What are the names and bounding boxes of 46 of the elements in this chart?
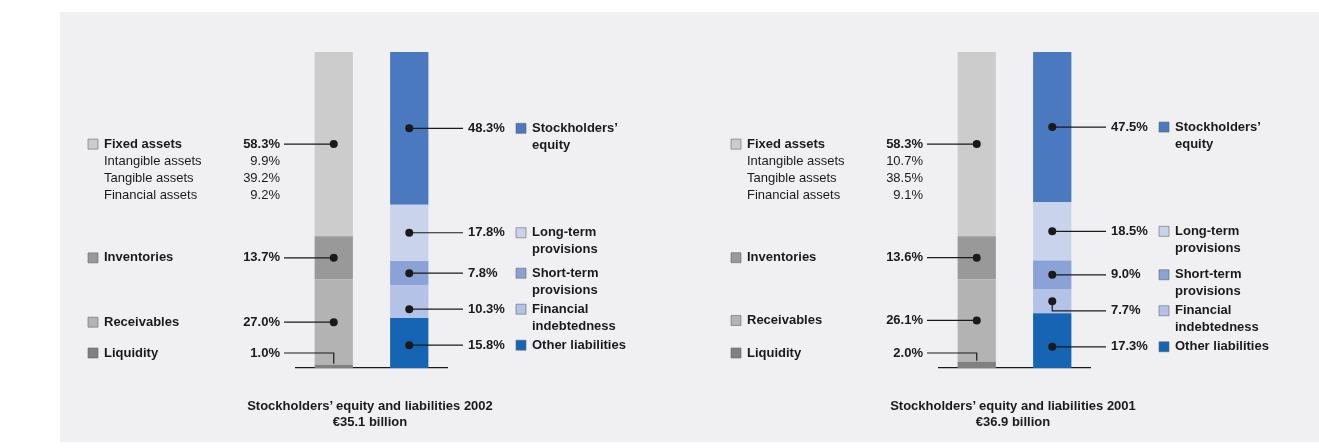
text: Stockholders’ equity and liabilities 2001 [889,398,1137,414]
legend-label: Liquidity [104,344,159,360]
data-label: 1.0% [250,344,281,360]
data-label: 47.5% [1111,118,1149,134]
data-label: 48.3% [468,119,506,135]
legend-label: Inventories [104,249,174,265]
legend-label: Stockholders’ equity [1175,118,1261,151]
data-label: 17.3% [1111,338,1149,354]
legend-label: Fixed assets [747,135,826,151]
data-label: 13.7% [243,249,281,265]
data-label: 27.0% [243,313,281,329]
data-label: 58.3% [886,135,924,151]
data-label: 58.3% [243,135,281,151]
text: Tangible assets 39.2% [104,169,280,185]
data-label: 13.6% [886,249,924,265]
data-label: 15.8% [468,336,506,352]
data-label: 7.8% [468,264,499,280]
data-label: 10.3% [468,300,506,316]
legend-label: Long-term provisions [532,224,598,257]
data-label: 9.0% [1111,266,1142,282]
data-label: 17.8% [468,224,506,240]
text: Tangible assets 38.5% [747,169,923,185]
text: Intangible assets 10.7% [747,152,923,168]
legend-label: Receivables [104,313,180,329]
data-label: 2.0% [893,344,924,360]
legend-label: Long-term provisions [1175,222,1241,255]
legend-label: Short-term provisions [1175,266,1242,299]
text: Financial assets 9.1% [747,186,923,202]
legend-label: Inventories [747,249,817,265]
text: Stockholders’ equity and liabilities 2002 [246,398,494,414]
legend-label: Financial indebtedness [532,300,616,333]
data-label: 18.5% [1111,222,1149,238]
data-label: 7.7% [1111,302,1142,318]
text: €35.1 billion [331,414,409,430]
legend-label: Other liabilities [1175,338,1269,354]
data-label: 26.1% [886,312,924,328]
text: €36.9 billion [974,414,1052,430]
legend-label: Short-term provisions [532,264,599,297]
legend-label: Fixed assets [104,135,183,151]
legend-label: Other liabilities [532,336,626,352]
legend-label: Financial indebtedness [1175,302,1259,335]
legend-label: Stockholders’ equity [532,119,618,152]
text: Financial assets 9.2% [104,186,280,202]
text: Intangible assets 9.9% [104,152,280,168]
legend-label: Receivables [747,312,823,328]
legend-label: Liquidity [747,344,802,360]
